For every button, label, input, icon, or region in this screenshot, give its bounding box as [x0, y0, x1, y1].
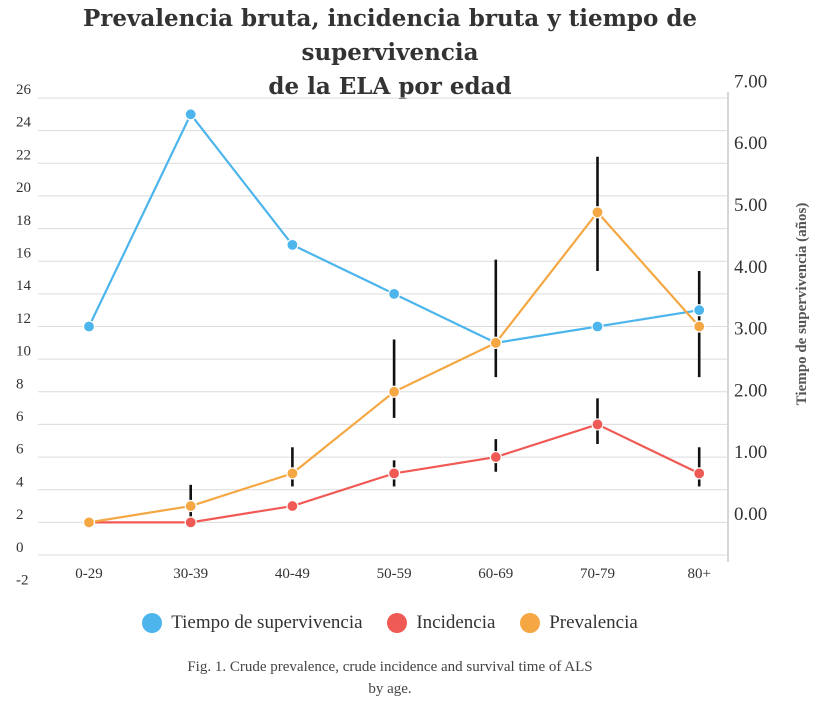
data-points	[82, 108, 706, 529]
left-tick-label: 6	[16, 409, 24, 425]
data-point-survival	[286, 238, 299, 251]
x-tick-label: 30-39	[173, 566, 208, 582]
chart-title-line-1: Prevalencia bruta, incidencia bruta y ti…	[82, 5, 698, 66]
data-point-incidence	[489, 450, 502, 464]
left-tick-label: -2	[16, 573, 29, 589]
figure-caption: Fig. 1. Crude prevalence, crude incidenc…	[0, 656, 780, 700]
data-point-prevalence	[489, 336, 502, 349]
grid-lines	[38, 97, 728, 556]
data-point-incidence	[388, 467, 401, 480]
left-tick-label: 8	[16, 376, 24, 392]
legend-item-prevalence[interactable]: Prevalencia	[520, 612, 638, 634]
axes: 262422201816141210866420-20.001.002.003.…	[16, 71, 767, 588]
right-tick-label: 1.00	[734, 442, 767, 463]
chart-legend: Tiempo de supervivencia Incidencia Preva…	[0, 612, 780, 639]
x-tick-label: 50-59	[377, 566, 412, 582]
right-tick-label: 7.00	[734, 71, 767, 92]
data-point-prevalence	[388, 385, 401, 398]
legend-item-survival[interactable]: Tiempo de supervivencia	[142, 612, 363, 634]
x-tick-label: 80+	[687, 566, 710, 582]
legend-marker-incidence	[387, 613, 408, 633]
legend-label-survival: Tiempo de supervivencia	[171, 612, 363, 633]
right-tick-label: 0.00	[734, 504, 767, 525]
caption-line-1: Fig. 1. Crude prevalence, crude incidenc…	[187, 659, 593, 675]
x-tick-label: 60-69	[478, 566, 513, 582]
left-tick-label: 4	[16, 474, 24, 490]
data-point-prevalence	[286, 467, 299, 480]
right-tick-label: 6.00	[734, 133, 767, 154]
left-tick-label: 2	[16, 507, 24, 523]
right-axis-title: Tiempo de supervivencia (años)	[794, 203, 810, 406]
data-point-incidence	[693, 467, 706, 480]
left-tick-label: 14	[16, 278, 32, 294]
data-point-incidence	[286, 499, 299, 513]
legend-label-prevalence: Prevalencia	[549, 612, 638, 633]
data-point-prevalence	[591, 206, 604, 219]
data-point-prevalence	[184, 499, 197, 513]
data-point-prevalence	[693, 320, 706, 333]
left-tick-label: 18	[16, 213, 31, 229]
data-point-incidence	[184, 516, 197, 529]
legend-label-incidence: Incidencia	[416, 612, 496, 633]
legend-marker-survival	[142, 613, 163, 633]
right-tick-label: 5.00	[734, 195, 767, 216]
chart-title: Prevalencia bruta, incidencia bruta y ti…	[0, 2, 780, 104]
data-point-incidence	[591, 418, 604, 431]
caption-line-2: by age.	[368, 681, 412, 697]
left-tick-label: 26	[16, 82, 32, 98]
data-point-survival	[693, 304, 706, 317]
left-tick-label: 22	[16, 147, 31, 163]
data-point-prevalence	[82, 516, 96, 529]
legend-item-incidence[interactable]: Incidencia	[387, 612, 495, 634]
left-tick-label: 20	[16, 180, 31, 196]
x-tick-label: 0-29	[75, 566, 103, 582]
right-tick-label: 4.00	[734, 257, 767, 278]
x-tick-label: 40-49	[275, 566, 310, 582]
left-tick-label: 16	[16, 246, 32, 262]
x-tick-label: 70-79	[580, 566, 615, 582]
data-point-survival	[388, 287, 401, 300]
left-tick-label: 10	[16, 344, 31, 360]
data-point-survival	[591, 320, 604, 333]
left-tick-label: 24	[16, 115, 32, 131]
data-point-survival	[184, 108, 197, 121]
left-tick-label: 6	[16, 442, 24, 458]
data-point-survival	[82, 320, 96, 333]
left-tick-label: 0	[16, 540, 24, 556]
chart-title-line-2: de la ELA por edad	[268, 73, 512, 100]
right-tick-label: 3.00	[734, 319, 767, 340]
left-tick-label: 12	[16, 311, 31, 327]
right-tick-label: 2.00	[734, 380, 767, 401]
legend-marker-prevalence	[520, 613, 541, 633]
